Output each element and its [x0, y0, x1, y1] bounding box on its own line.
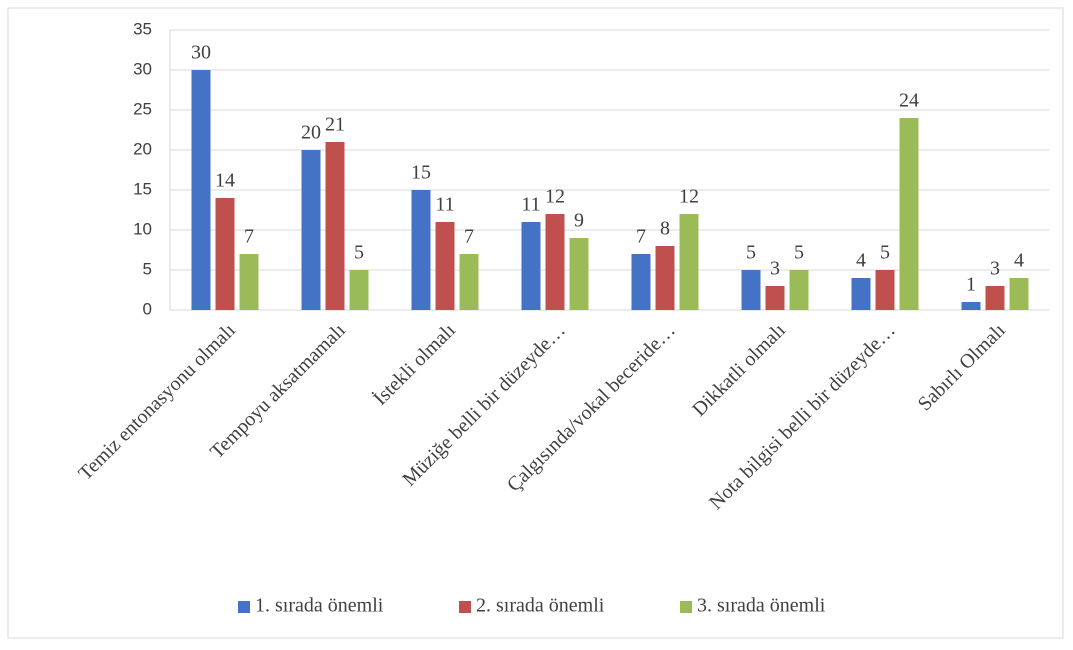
data-label: 5	[880, 242, 890, 264]
data-label: 3	[990, 258, 1000, 280]
bar	[301, 150, 321, 310]
data-label: 4	[856, 250, 866, 272]
chart-border	[7, 7, 1064, 639]
bar	[1009, 278, 1029, 310]
bar	[459, 254, 479, 310]
bar	[325, 142, 345, 310]
data-label: 5	[794, 242, 804, 264]
data-label: 12	[679, 186, 699, 208]
bar	[569, 238, 589, 310]
data-label: 11	[435, 194, 454, 216]
bar	[789, 270, 809, 310]
bar	[349, 270, 369, 310]
bar	[875, 270, 895, 310]
data-label: 30	[191, 42, 211, 64]
legend-swatch	[680, 601, 692, 613]
bar	[191, 70, 211, 310]
y-tick-label: 5	[143, 259, 152, 278]
bar	[655, 246, 675, 310]
data-label: 8	[660, 218, 670, 240]
legend-label: 1. sırada önemli	[255, 595, 384, 617]
y-tick-label: 25	[133, 99, 152, 118]
data-label: 1	[966, 274, 976, 296]
y-tick-label: 15	[133, 179, 152, 198]
bar	[741, 270, 761, 310]
data-label: 12	[545, 186, 565, 208]
bar	[851, 278, 871, 310]
bar	[961, 302, 981, 310]
y-tick-label: 30	[133, 59, 152, 78]
bar	[521, 222, 541, 310]
data-label: 14	[215, 170, 235, 192]
data-label: 15	[411, 162, 431, 184]
y-tick-label: 20	[133, 139, 152, 158]
y-tick-label: 0	[143, 299, 152, 318]
y-tick-label: 35	[133, 19, 152, 38]
bar	[899, 118, 919, 310]
bar	[679, 214, 699, 310]
bar	[215, 198, 235, 310]
data-label: 21	[325, 114, 345, 136]
data-label: 7	[464, 226, 474, 248]
legend-swatch	[459, 601, 471, 613]
bar	[985, 286, 1005, 310]
bar	[435, 222, 455, 310]
bar	[765, 286, 785, 310]
bar	[411, 190, 431, 310]
bar	[239, 254, 259, 310]
data-label: 7	[636, 226, 646, 248]
legend-label: 3. sırada önemli	[697, 595, 826, 617]
data-label: 9	[574, 210, 584, 232]
data-label: 24	[899, 90, 919, 112]
data-label: 5	[746, 242, 756, 264]
data-label: 5	[354, 242, 364, 264]
bar	[631, 254, 651, 310]
data-label: 4	[1014, 250, 1024, 272]
data-label: 11	[521, 194, 540, 216]
data-label: 20	[301, 122, 321, 144]
bar	[545, 214, 565, 310]
data-label: 3	[770, 258, 780, 280]
legend-swatch	[238, 601, 250, 613]
data-label: 7	[244, 226, 254, 248]
legend-label: 2. sırada önemli	[476, 595, 605, 617]
y-tick-label: 10	[133, 219, 152, 238]
